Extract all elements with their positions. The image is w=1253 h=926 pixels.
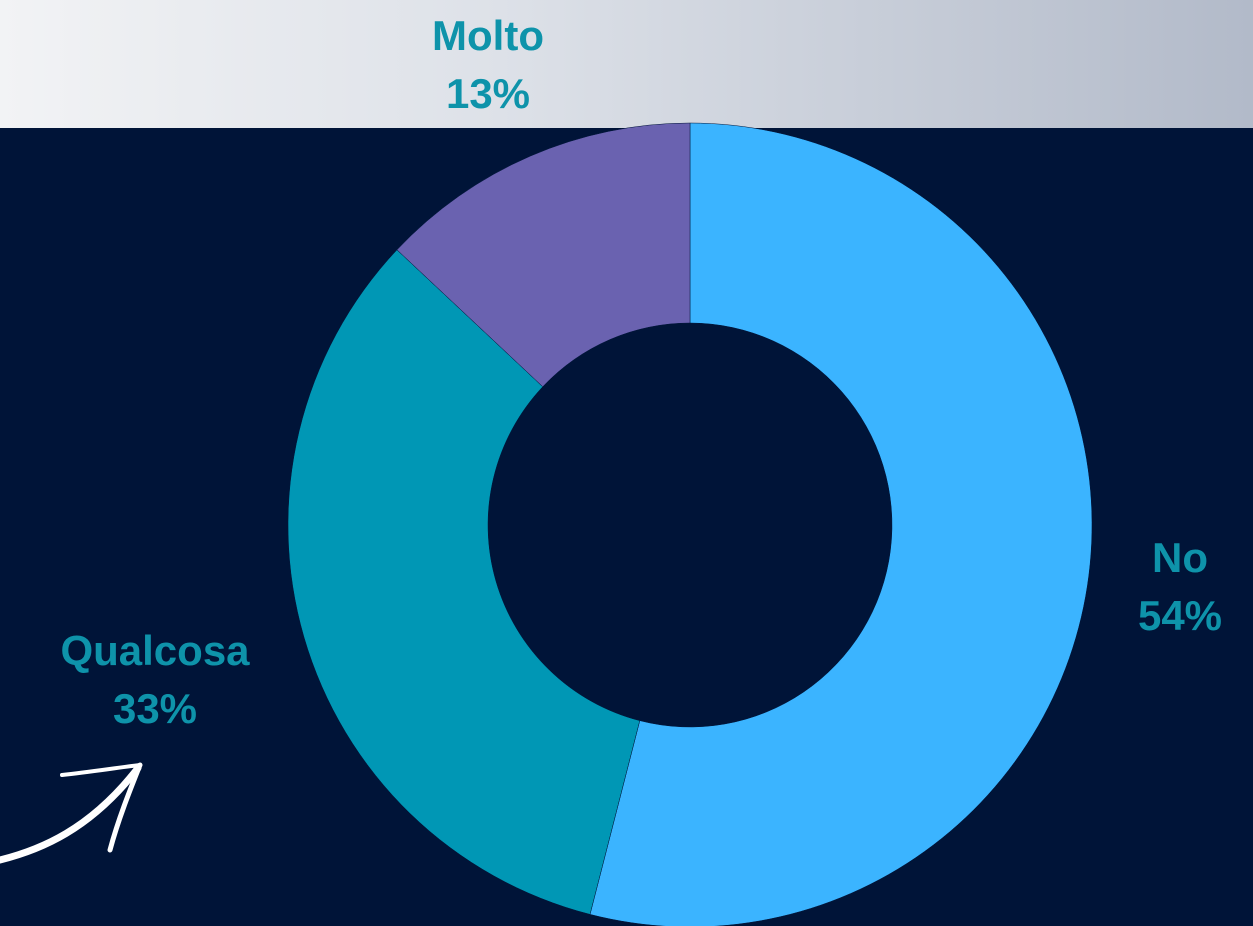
slice-value-label: 33%: [113, 685, 197, 732]
top-background: [0, 0, 1253, 128]
slice-label: Molto: [432, 12, 544, 59]
page: No54%Qualcosa33%Molto13% (() => { const …: [0, 0, 1253, 926]
slice-label: No: [1152, 534, 1208, 581]
slice-value-label: 54%: [1138, 592, 1222, 639]
chart: No 54% Qualcosa 33% Molto 13%: [0, 0, 1253, 926]
slice-label: Qualcosa: [60, 627, 250, 674]
slice-value-label: 13%: [446, 70, 530, 117]
